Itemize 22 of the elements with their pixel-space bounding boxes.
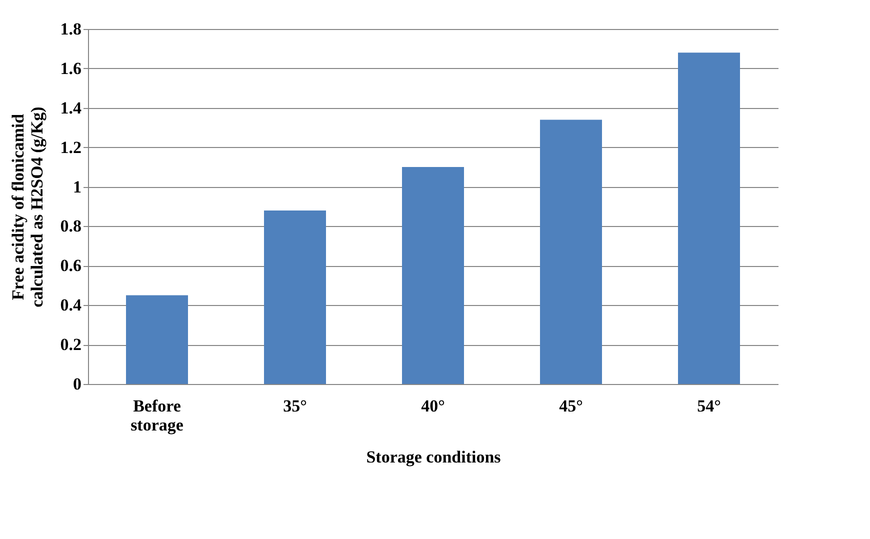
y-axis-title: Free acidity of flonicamid calculated as H2SO4 (g/Kg) [8,106,46,308]
bar [402,167,464,384]
x-tick-label: 54° [697,396,721,416]
x-tick-label: 45° [559,396,583,416]
bar [678,52,740,384]
bar [126,295,188,384]
x-tick-label: 40° [421,396,445,416]
x-tick-label: 35° [283,396,307,416]
y-tick-label: 1.4 [60,98,82,118]
y-tick-label: 1.6 [60,58,82,78]
y-tick-label: 0 [73,374,82,394]
bar [540,120,602,384]
y-tick-label: 1.2 [60,138,82,157]
y-tick-label: 0.6 [60,256,82,276]
bar [264,210,326,384]
y-tick-label: 0.2 [60,335,82,354]
y-tick-label: 0.8 [60,216,82,236]
x-axis-title: Storage conditions [366,448,502,466]
y-tick-label: 1.8 [60,20,82,38]
x-tick-label: Before storage [130,396,184,434]
y-tick-label: 1 [73,177,82,196]
y-tick-label: 0.4 [60,296,82,315]
